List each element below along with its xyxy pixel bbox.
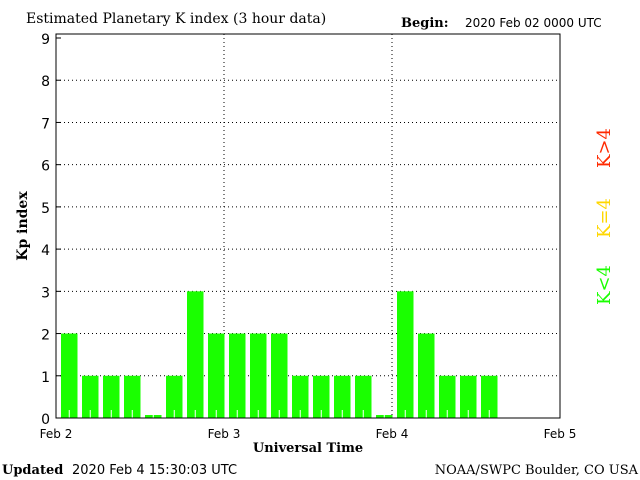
kp-bar xyxy=(397,291,414,418)
y-tick-label: 2 xyxy=(41,328,50,344)
kp-bar xyxy=(250,333,267,418)
kp-bar xyxy=(103,375,120,418)
x-tick-label: Feb 5 xyxy=(544,427,577,441)
kp-bar xyxy=(271,333,288,418)
y-tick-label: 7 xyxy=(41,116,50,132)
kp-bar xyxy=(355,375,372,418)
kp-bar xyxy=(61,333,78,418)
kp-bar xyxy=(460,375,477,418)
kp-bar xyxy=(166,375,183,418)
x-tick-label: Feb 3 xyxy=(208,427,241,441)
kp-bar xyxy=(292,375,309,418)
kp-bar xyxy=(418,333,435,418)
legend-item-below-4: K<4 xyxy=(594,265,615,305)
y-tick-label: 6 xyxy=(41,159,50,175)
y-tick-label: 3 xyxy=(41,285,50,301)
kp-bar xyxy=(439,375,456,418)
kp-bar xyxy=(187,291,204,418)
legend: K<4 K=4 K>4 xyxy=(594,128,615,305)
x-tick-label: Feb 2 xyxy=(40,427,73,441)
x-axis-label: Universal Time xyxy=(253,441,363,456)
plot-frame xyxy=(55,33,561,419)
kp-bar xyxy=(82,375,99,418)
kp-bar xyxy=(313,375,330,418)
begin-label: Begin: xyxy=(401,16,449,31)
legend-item-equal-4: K=4 xyxy=(594,198,615,238)
updated-value: 2020 Feb 4 15:30:03 UTC xyxy=(72,463,237,478)
source-credit: NOAA/SWPC Boulder, CO USA xyxy=(435,463,639,478)
y-tick-label: 8 xyxy=(41,74,50,90)
y-tick-label: 1 xyxy=(41,370,50,386)
y-axis-label: Kp index xyxy=(15,191,31,261)
kp-bar xyxy=(124,375,141,418)
updated-label: Updated xyxy=(2,463,63,478)
y-tick-label: 9 xyxy=(41,32,50,48)
chart-title: Estimated Planetary K index (3 hour data… xyxy=(26,11,326,27)
y-tick-label: 0 xyxy=(41,412,50,428)
x-tick-label: Feb 4 xyxy=(376,427,409,441)
kp-bar xyxy=(229,333,246,418)
kp-bar xyxy=(481,375,498,418)
kp-bar xyxy=(208,333,225,418)
legend-item-above-4: K>4 xyxy=(594,128,615,168)
kp-bar xyxy=(334,375,351,418)
y-tick-label: 4 xyxy=(41,243,50,259)
begin-value: 2020 Feb 02 0000 UTC xyxy=(465,16,602,30)
y-tick-label: 5 xyxy=(41,201,50,217)
